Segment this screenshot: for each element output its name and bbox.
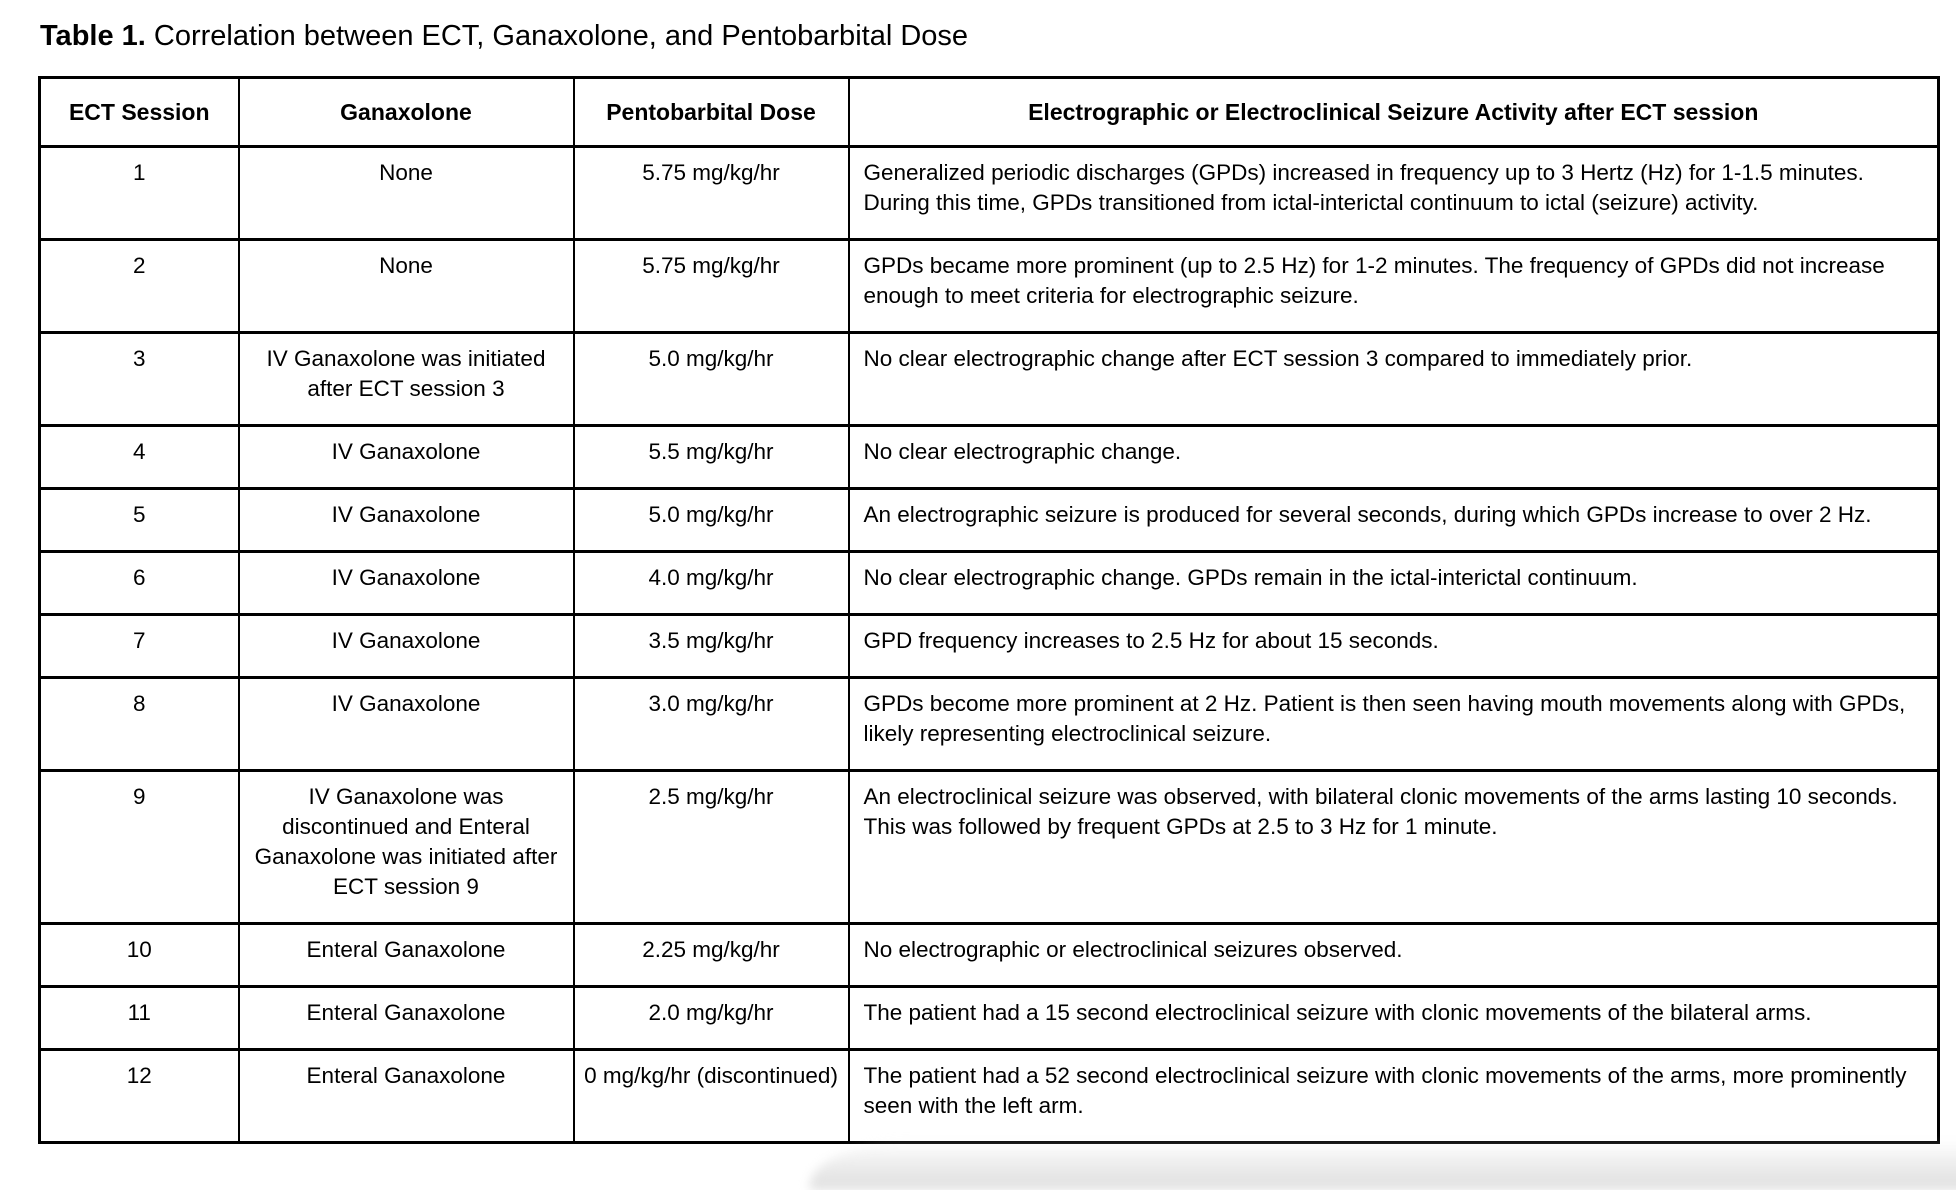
cell-ect-session: 12 (38, 1048, 240, 1144)
cell-pentobarbital-dose: 3.5 mg/kg/hr (572, 613, 850, 679)
table-row: 10 Enteral Ganaxolone 2.25 mg/kg/hr No elec… (38, 922, 1940, 988)
cell-pentobarbital-dose: 5.75 mg/kg/hr (572, 238, 850, 334)
cell-ect-session: 1 (38, 145, 240, 241)
table-row: 11 Enteral Ganaxolone 2.0 mg/kg/hr The pati… (38, 985, 1940, 1051)
column-header-ganaxolone: Ganaxolone (237, 76, 575, 148)
cell-seizure-activity: GPD frequency increases to 2.5 Hz for ab… (847, 613, 1940, 679)
cell-ganaxolone: IV Ganaxolone was initiated after ECT se… (237, 331, 575, 427)
cell-ganaxolone: IV Ganaxolone was discontinued and Enter… (237, 769, 575, 925)
cell-pentobarbital-dose: 2.0 mg/kg/hr (572, 985, 850, 1051)
document-page: Table 1. Correlation between ECT, Ganaxo… (0, 18, 1956, 1190)
table-body: 1 None 5.75 mg/kg/hr Generalized periodic d… (38, 145, 1940, 1144)
column-header-seizure-activity: Electrographic or Electroclinical Seizur… (847, 76, 1940, 148)
cell-ganaxolone: None (237, 145, 575, 241)
cell-pentobarbital-dose: 5.0 mg/kg/hr (572, 331, 850, 427)
table-row: 2 None 5.75 mg/kg/hr GPDs became more promi… (38, 238, 1940, 334)
cell-pentobarbital-dose: 5.0 mg/kg/hr (572, 487, 850, 553)
cell-ect-session: 5 (38, 487, 240, 553)
cell-ect-session: 9 (38, 769, 240, 925)
cell-ect-session: 6 (38, 550, 240, 616)
cell-ganaxolone: Enteral Ganaxolone (237, 1048, 575, 1144)
table-row: 1 None 5.75 mg/kg/hr Generalized periodic d… (38, 145, 1940, 241)
cell-seizure-activity: GPDs became more prominent (up to 2.5 Hz… (847, 238, 1940, 334)
cell-ganaxolone: IV Ganaxolone (237, 487, 575, 553)
table-row: 8 IV Ganaxolone 3.0 mg/kg/hr GPDs become mo… (38, 676, 1940, 772)
cell-pentobarbital-dose: 2.5 mg/kg/hr (572, 769, 850, 925)
cell-ganaxolone: IV Ganaxolone (237, 613, 575, 679)
table-row: 4 IV Ganaxolone 5.5 mg/kg/hr No clear elect… (38, 424, 1940, 490)
cell-seizure-activity: The patient had a 15 second electroclini… (847, 985, 1940, 1051)
cell-pentobarbital-dose: 3.0 mg/kg/hr (572, 676, 850, 772)
cell-pentobarbital-dose: 4.0 mg/kg/hr (572, 550, 850, 616)
table-row: 6 IV Ganaxolone 4.0 mg/kg/hr No clear elect… (38, 550, 1940, 616)
cell-ect-session: 7 (38, 613, 240, 679)
cell-ganaxolone: IV Ganaxolone (237, 424, 575, 490)
column-header-ect-session: ECT Session (38, 76, 240, 148)
cell-seizure-activity: An electroclinical seizure was observed,… (847, 769, 1940, 925)
cell-ganaxolone: IV Ganaxolone (237, 676, 575, 772)
cell-seizure-activity: An electrographic seizure is produced fo… (847, 487, 1940, 553)
cell-ect-session: 2 (38, 238, 240, 334)
cell-seizure-activity: No clear electrographic change. GPDs rem… (847, 550, 1940, 616)
cell-seizure-activity: Generalized periodic discharges (GPDs) i… (847, 145, 1940, 241)
table-row: 9 IV Ganaxolone was discontinued and Ente… (38, 769, 1940, 925)
header-row: ECT Session Ganaxolone Pentobarbital Dos… (38, 76, 1940, 148)
cell-ganaxolone: Enteral Ganaxolone (237, 985, 575, 1051)
correlation-table: ECT Session Ganaxolone Pentobarbital Dos… (38, 76, 1940, 1144)
cell-seizure-activity: No electrographic or electroclinical sei… (847, 922, 1940, 988)
cell-pentobarbital-dose: 5.5 mg/kg/hr (572, 424, 850, 490)
table-row: 3 IV Ganaxolone was initiated after ECT s… (38, 331, 1940, 427)
cell-seizure-activity: GPDs become more prominent at 2 Hz. Pati… (847, 676, 1940, 772)
cell-ect-session: 11 (38, 985, 240, 1051)
column-header-pentobarbital-dose: Pentobarbital Dose (572, 76, 850, 148)
cell-pentobarbital-dose: 5.75 mg/kg/hr (572, 145, 850, 241)
cell-ganaxolone: None (237, 238, 575, 334)
cell-ect-session: 3 (38, 331, 240, 427)
cell-seizure-activity: No clear electrographic change after ECT… (847, 331, 1940, 427)
table-row: 7 IV Ganaxolone 3.5 mg/kg/hr GPD frequency … (38, 613, 1940, 679)
cell-pentobarbital-dose: 0 mg/kg/hr (discontinued) (572, 1048, 850, 1144)
table-title: Table 1. Correlation between ECT, Ganaxo… (40, 18, 1956, 54)
cell-ganaxolone: Enteral Ganaxolone (237, 922, 575, 988)
page-bottom-shade (810, 1140, 1956, 1190)
cell-ect-session: 4 (38, 424, 240, 490)
table-title-text: Correlation between ECT, Ganaxolone, and… (153, 20, 969, 52)
cell-seizure-activity: The patient had a 52 second electroclini… (847, 1048, 1940, 1144)
cell-pentobarbital-dose: 2.25 mg/kg/hr (572, 922, 850, 988)
table-title-label: Table 1. (40, 20, 146, 52)
cell-seizure-activity: No clear electrographic change. (847, 424, 1940, 490)
table-row: 5 IV Ganaxolone 5.0 mg/kg/hr An electrograp… (38, 487, 1940, 553)
cell-ect-session: 10 (38, 922, 240, 988)
cell-ganaxolone: IV Ganaxolone (237, 550, 575, 616)
cell-ect-session: 8 (38, 676, 240, 772)
table-row: 12 Enteral Ganaxolone 0 mg/kg/hr (disconti… (38, 1048, 1940, 1144)
